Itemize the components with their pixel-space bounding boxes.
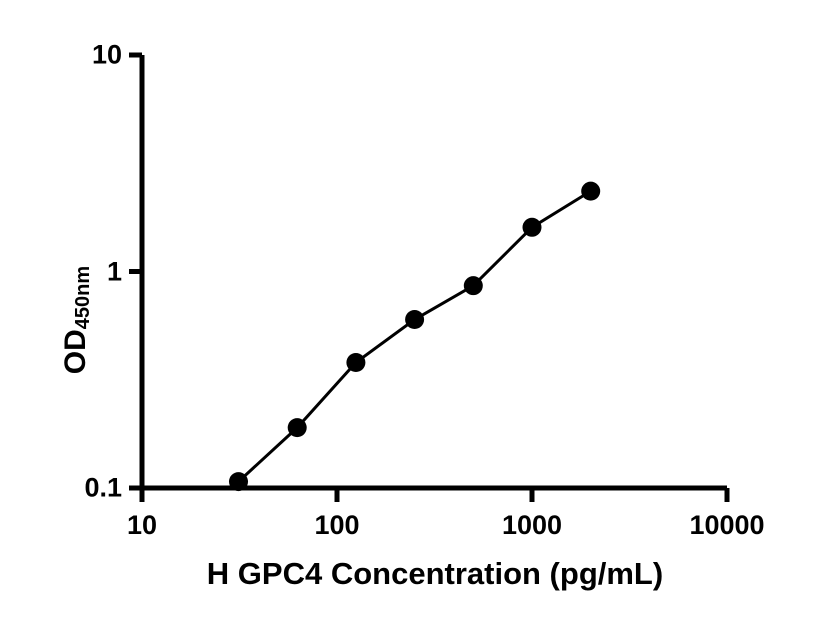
axes — [130, 55, 727, 500]
y-tick-label: 10 — [91, 39, 122, 70]
y-axis-title-base: OD — [59, 329, 93, 375]
data-point-marker — [581, 181, 601, 201]
data-point-marker — [522, 217, 542, 237]
data-point-marker — [346, 352, 366, 372]
data-point-marker — [229, 472, 248, 492]
x-tick-label: 1000 — [501, 510, 563, 540]
y-axis-title-subscript: 450nm — [72, 265, 95, 330]
x-tick-label: 10 — [126, 510, 158, 540]
x-axis-ticks — [139, 488, 730, 502]
data-series — [229, 181, 601, 492]
data-point-marker — [463, 276, 483, 296]
y-tick-label: 1 — [106, 256, 122, 286]
y-tick-label: 0.1 — [84, 472, 122, 503]
x-tick-label: 100 — [314, 510, 360, 540]
data-point-marker — [287, 418, 307, 438]
data-point-marker — [405, 310, 425, 330]
y-axis-title: OD450nm — [59, 265, 95, 375]
x-axis-title: H GPC4 Concentration (pg/mL) — [206, 556, 664, 591]
x-tick-label: 10000 — [689, 510, 765, 540]
